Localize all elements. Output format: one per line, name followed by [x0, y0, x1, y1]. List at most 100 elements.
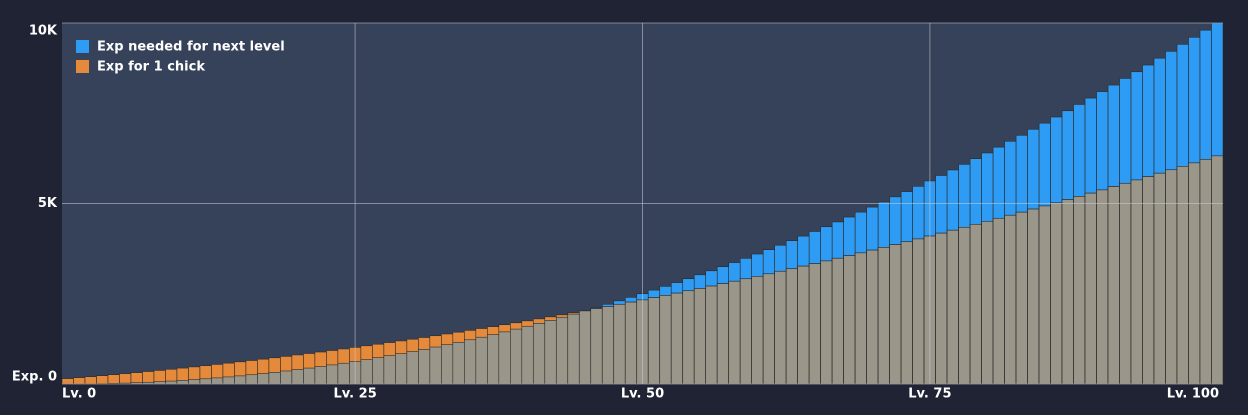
bar-overlap [1211, 155, 1224, 385]
y-tick-label: Exp. 0 [12, 370, 57, 385]
bar-overlap [1084, 192, 1097, 385]
bar-overlap [314, 366, 327, 385]
bar-overlap [808, 263, 821, 385]
bar-overlap [441, 344, 454, 385]
bar-overlap [728, 280, 741, 385]
bar-overlap [624, 301, 638, 385]
bar-overlap [601, 306, 615, 385]
bar-overlap [682, 290, 695, 385]
legend-swatch [76, 60, 89, 73]
bar [73, 377, 86, 385]
bar-overlap [889, 244, 902, 385]
x-tick-label: Lv. 0 [62, 387, 96, 402]
bar-overlap [877, 247, 890, 385]
bar-overlap [705, 285, 718, 385]
y-tick-label: 10K [29, 24, 58, 39]
grid [62, 22, 1223, 385]
bar-overlap [831, 257, 844, 385]
bar-overlap [1188, 162, 1201, 385]
bar-overlap [337, 362, 350, 385]
bar-overlap [900, 241, 913, 385]
bar-overlap [199, 378, 212, 385]
bar [130, 372, 143, 385]
bar-overlap [406, 351, 419, 385]
bar-overlap [1199, 159, 1212, 385]
bar-overlap [383, 355, 396, 385]
bar-overlap [981, 220, 994, 385]
bar-overlap [647, 297, 661, 385]
bars [61, 22, 1224, 385]
x-tick-label: Lv. 25 [333, 387, 376, 402]
bar-overlap [969, 223, 982, 385]
bar-overlap [820, 260, 833, 385]
bar-overlap [1107, 186, 1120, 385]
bar-overlap [912, 238, 925, 385]
bar-overlap [222, 376, 235, 385]
bar-overlap [303, 367, 316, 385]
bar-overlap [544, 320, 557, 385]
bar-overlap [1038, 205, 1051, 385]
bar-overlap [257, 373, 270, 385]
bar-overlap [1004, 214, 1017, 385]
bar-overlap [946, 229, 959, 385]
bar-overlap [774, 270, 787, 385]
bar-overlap [521, 325, 534, 385]
bar-overlap [176, 380, 189, 385]
bar-overlap [1165, 169, 1178, 385]
bar-overlap [1142, 176, 1155, 385]
legend-swatch [76, 40, 89, 53]
bar-overlap [659, 295, 672, 385]
bar-overlap [372, 357, 385, 385]
bar-overlap [418, 349, 431, 385]
bar-overlap [326, 364, 339, 385]
bar-overlap [1119, 182, 1132, 385]
bar-overlap [452, 341, 465, 385]
bar [119, 373, 132, 385]
x-tick-label: Lv. 75 [908, 387, 951, 402]
legend-label: Exp needed for next level [97, 40, 285, 55]
bar [61, 378, 74, 385]
bar-overlap [211, 377, 224, 385]
bar-overlap [395, 353, 408, 385]
bar-overlap [280, 370, 293, 385]
bar-overlap [797, 265, 810, 385]
bar-overlap [532, 323, 546, 385]
bar-overlap [498, 331, 511, 385]
bar-overlap [1073, 196, 1086, 385]
bar [96, 375, 109, 385]
bar-overlap [1130, 179, 1143, 385]
bar-overlap [843, 255, 856, 385]
bar-overlap [245, 374, 258, 385]
bar-overlap [866, 249, 879, 385]
bar [84, 376, 97, 385]
bar-overlap [1096, 189, 1109, 385]
bar-overlap [429, 346, 442, 385]
bar-overlap [188, 379, 201, 385]
bar-overlap [1153, 172, 1166, 385]
bar-overlap [1027, 208, 1040, 385]
bar-overlap [590, 308, 603, 385]
bar-overlap [360, 359, 373, 385]
bar-overlap [464, 339, 477, 385]
bar-overlap [785, 268, 798, 385]
bar-overlap [291, 369, 304, 385]
x-tick-label: Lv. 100 [1167, 387, 1219, 402]
bar-overlap [751, 276, 764, 385]
bar-overlap [1050, 202, 1063, 385]
bar-overlap [234, 375, 247, 385]
bar-overlap [555, 316, 569, 385]
bar [107, 374, 120, 385]
bar-overlap [716, 283, 730, 385]
bar-overlap [935, 232, 948, 385]
bar-overlap [567, 313, 580, 385]
x-tick-label: Lv. 50 [621, 387, 664, 402]
bar-overlap [762, 273, 775, 385]
bar-overlap [578, 310, 592, 385]
bar-overlap [670, 292, 684, 385]
y-tick-label: 5K [38, 196, 58, 211]
legend-label: Exp for 1 chick [97, 60, 205, 75]
bar-overlap [739, 278, 753, 385]
bar-overlap [1176, 166, 1189, 385]
bar-overlap [693, 288, 707, 385]
